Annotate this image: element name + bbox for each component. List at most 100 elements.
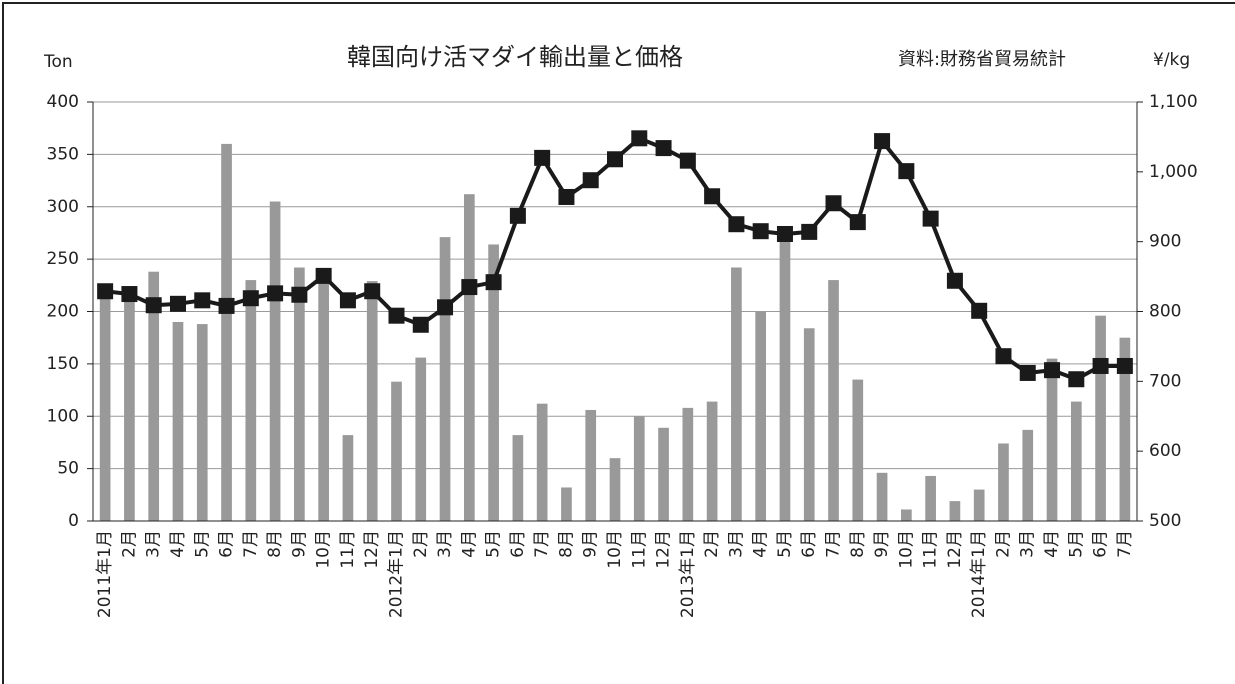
bar (973, 489, 985, 521)
x-tick-label: 10月 (896, 530, 916, 569)
line-marker (874, 133, 891, 150)
x-tick-label: 8月 (265, 530, 285, 558)
bar (415, 357, 427, 521)
x-tick-label: 7月 (241, 530, 261, 558)
x-tick-label: 6月 (508, 530, 528, 558)
line-marker (145, 297, 162, 314)
x-tick-label: 2014年1月 (969, 530, 989, 618)
bar (342, 435, 354, 521)
bar (803, 328, 815, 521)
line-marker (534, 149, 551, 166)
x-tick-label: 5月 (192, 530, 212, 558)
bar (366, 281, 378, 521)
bar (536, 403, 548, 521)
x-tick-label: 7月 (1115, 530, 1135, 558)
bar (294, 267, 305, 521)
x-tick-label: 11月 (921, 530, 941, 569)
y2-tick-label: 700 (1149, 371, 1181, 391)
x-tick-label: 9月 (581, 530, 601, 558)
bar (148, 271, 160, 521)
bar (949, 501, 961, 521)
x-tick-label: 12月 (654, 530, 674, 569)
bar (852, 379, 864, 521)
line-marker (655, 140, 672, 157)
line-marker (728, 216, 745, 233)
y2-tick-label: 600 (1149, 441, 1181, 461)
y-axis-label: Ton (43, 52, 73, 72)
x-tick-label: 5月 (484, 530, 504, 558)
x-tick-label: 12月 (362, 530, 382, 569)
bar (318, 280, 329, 521)
line-marker (315, 267, 332, 284)
x-tick-label: 6月 (217, 530, 237, 558)
y-tick-label: 400 (47, 92, 79, 112)
line-marker (582, 172, 599, 189)
x-tick-label: 5月 (1066, 530, 1086, 558)
line-marker (412, 316, 429, 333)
bar (755, 311, 767, 521)
y2-tick-label: 1,000 (1149, 162, 1198, 182)
bar (196, 324, 208, 521)
x-tick-label: 3月 (435, 530, 455, 558)
x-tick-label: 6月 (1091, 530, 1111, 558)
bar (512, 435, 524, 521)
bar (658, 427, 669, 521)
line-marker (364, 283, 381, 300)
line-marker (776, 225, 793, 242)
x-tick-label: 2月 (702, 530, 722, 558)
source-note: 資料:財務省貿易統計 (898, 49, 1066, 70)
line-marker (558, 188, 575, 205)
x-tick-label: 4月 (459, 530, 479, 558)
line-marker (1092, 357, 1109, 374)
x-tick-label: 3月 (1018, 530, 1038, 558)
bar (682, 407, 694, 521)
bar (925, 475, 936, 521)
bar (124, 301, 135, 521)
x-tick-label: 5月 (775, 530, 795, 558)
line-marker (218, 297, 235, 314)
x-tick-label: 2月 (993, 530, 1013, 558)
x-tick-label: 10月 (605, 530, 625, 569)
line-marker (242, 290, 259, 307)
line-marker (291, 286, 308, 303)
line-marker (121, 286, 138, 303)
line-marker (679, 152, 696, 169)
bar (561, 487, 572, 521)
bar (439, 237, 451, 521)
bar (828, 280, 839, 521)
bar (706, 401, 718, 521)
line-marker (267, 285, 284, 302)
line-marker (752, 223, 769, 240)
line-marker (946, 272, 963, 289)
x-tick-label: 8月 (848, 530, 868, 558)
bar (779, 232, 791, 521)
y2-tick-label: 900 (1149, 232, 1181, 252)
x-tick-label: 2013年1月 (678, 530, 698, 618)
x-tick-label: 3月 (144, 530, 164, 558)
line-marker (437, 299, 454, 316)
x-tick-label: 10月 (314, 530, 334, 569)
bar (99, 295, 111, 521)
chart-title: 韓国向け活マダイ輸出量と価格 (347, 43, 683, 71)
bar (633, 416, 645, 521)
bar (1119, 337, 1131, 521)
x-tick-label: 11月 (338, 530, 358, 569)
y-tick-label: 150 (47, 354, 79, 374)
bar (876, 472, 888, 521)
x-tick-label: 2012年1月 (386, 530, 406, 618)
x-tick-label: 4月 (751, 530, 771, 558)
line-marker (995, 348, 1012, 365)
line-marker (1044, 362, 1061, 379)
bar (731, 267, 742, 521)
x-tick-label: 3月 (726, 530, 746, 558)
x-tick-label: 7月 (532, 530, 552, 558)
bar (269, 201, 281, 521)
x-tick-label: 8月 (556, 530, 576, 558)
x-tick-label: 4月 (1042, 530, 1062, 558)
line-marker (631, 130, 648, 147)
line-marker (825, 195, 842, 212)
bar (488, 244, 499, 521)
bar (585, 409, 597, 521)
